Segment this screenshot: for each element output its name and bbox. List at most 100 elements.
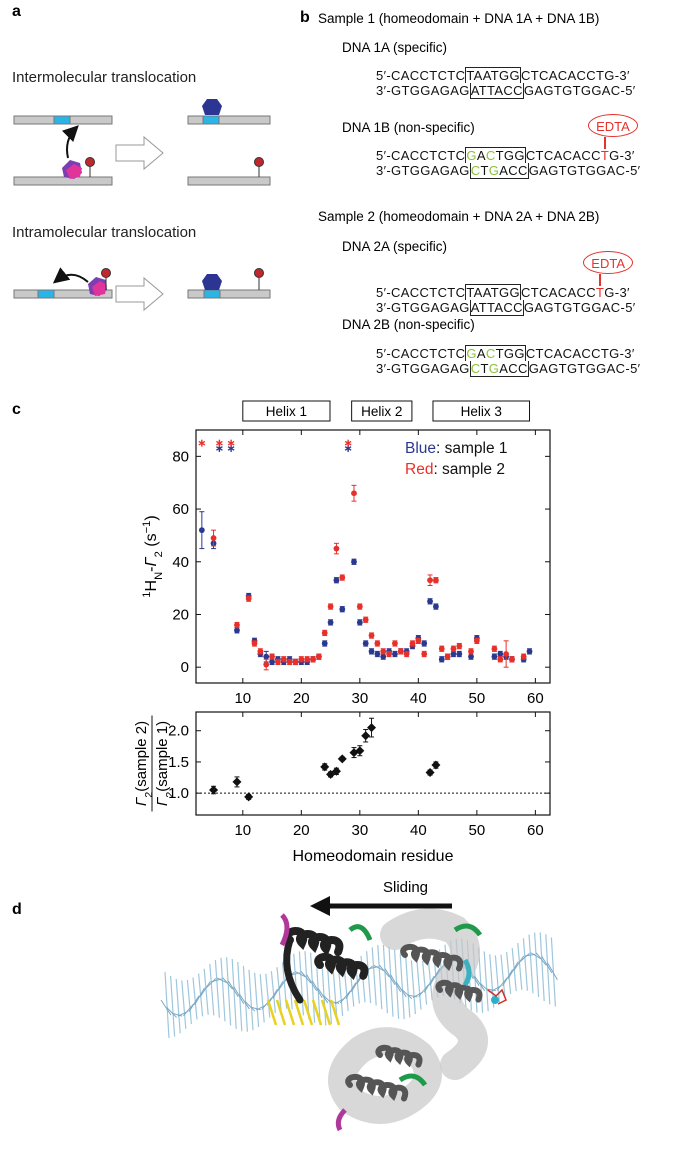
data-point [392,651,398,657]
y-tick-label: 1.5 [168,754,189,771]
edta-group [487,988,507,1005]
edta-group [491,996,499,1004]
y-axis-label: Γ2(sample 2)Γ2(sample 1) [133,715,176,812]
data-point [245,595,252,602]
protein-helix [375,1044,423,1068]
dna-stick [311,980,323,999]
dna-stick [226,957,232,1026]
binding-site-box: CTGACC [469,361,529,377]
sequence-segment: 3′-GTGGAGAG [376,163,470,178]
data-point [257,648,264,655]
data-point [526,648,533,655]
data-point [351,490,357,497]
label-part: (sample 1) [154,721,171,792]
sequence-segment: TAATGG [466,68,520,83]
dna-stick [416,961,422,1010]
legend-entry: Red: sample 2 [405,461,505,478]
dna-stick [506,951,512,994]
label-part: −1 [141,521,153,534]
dna-base-pair [284,999,296,1026]
protein-loop [398,1073,428,1087]
data-point [491,645,498,652]
data-point [327,603,334,610]
data-point [292,659,299,665]
data-point [450,645,457,652]
dna-stick [382,944,388,1014]
sequence-segment: A [476,346,486,361]
panel-a-title: Intermolecular translocation [12,69,196,86]
data-point [497,651,504,657]
dna-stick [418,984,429,998]
dna-stick [244,1001,256,1012]
dna-stick [310,952,316,1023]
data-point [427,598,433,605]
dna-stick [513,955,525,971]
data-point [415,637,422,644]
x-tick-label: 30 [351,690,368,707]
x-tick-label: 20 [293,822,310,839]
label-part: 2 [164,792,176,798]
arrow-label: Sliding [383,879,428,896]
data-point [403,651,410,657]
dna-stick [388,946,394,1017]
data-point [431,760,441,770]
sequence-segment: ATTACC [470,300,523,315]
dna-stick [265,973,271,1018]
dna-base-pair [275,999,287,1026]
dna-stick [345,982,357,1000]
edta-stem [599,274,601,286]
dna-stick [254,972,260,1027]
data-point [361,731,371,741]
sequence-segment: 5′-CACCTCTC [376,148,466,163]
x-tick-label: 60 [527,822,544,839]
sequence-segment: 3′-GTGGAGAG [376,361,470,376]
dna-stick [192,977,198,1020]
sequence-segment: T [480,361,489,376]
sequence-segment: CTCACACC [520,285,596,300]
binding-site-box: ATTACC [469,83,524,99]
protein-loop [348,924,373,941]
panel-label: a [12,3,21,20]
protein-helix [284,927,344,956]
dna-stick [366,951,372,1004]
binding-site-box: GACTGG [465,345,526,361]
dna-base-pair [329,999,341,1026]
data-point [438,645,445,652]
dna-stick [377,945,383,1010]
dna-label: DNA 1A (specific) [342,40,447,55]
dna-stick [270,971,276,1014]
data-point [356,603,363,610]
x-tick-label: 50 [469,690,486,707]
legend-entry: Blue: sample 1 [405,440,508,457]
dna-stick [500,954,506,999]
dna-stick [222,977,233,990]
dna-stick [166,1007,177,1018]
dna-stick [227,980,239,997]
data-point [339,606,346,613]
x-tick-label: 60 [527,690,544,707]
binding-site-box: CTGACC [469,163,529,179]
y-label-denominator: Γ2(sample 1) [154,721,176,806]
asterisk-stroke [227,446,235,451]
dna-stick [300,971,312,984]
dna-stick [371,947,377,1006]
sequence-segment: 3′-GTGGAGAG [376,300,470,315]
label-part: N [153,572,165,580]
dna-stick [238,993,250,1010]
dna-stick [401,989,413,1000]
dna-stick [250,1006,261,1011]
data-point [468,653,474,660]
dna-stick [483,951,489,1012]
dna-stick [332,966,338,1021]
data-point [244,792,254,802]
data-point [368,632,375,639]
sequence-strand: 5′-CACCTCTCTAATGGCTCACACCTG-3′ [376,67,630,83]
data-point [503,651,510,657]
panel-label: d [12,901,22,918]
data-point [380,648,387,655]
dna-stick [390,974,402,993]
data-point [509,656,515,663]
data-point [392,640,398,647]
data-point [209,785,219,795]
y-axis-label: 1HN-Γ2 (s−1) [141,515,165,597]
